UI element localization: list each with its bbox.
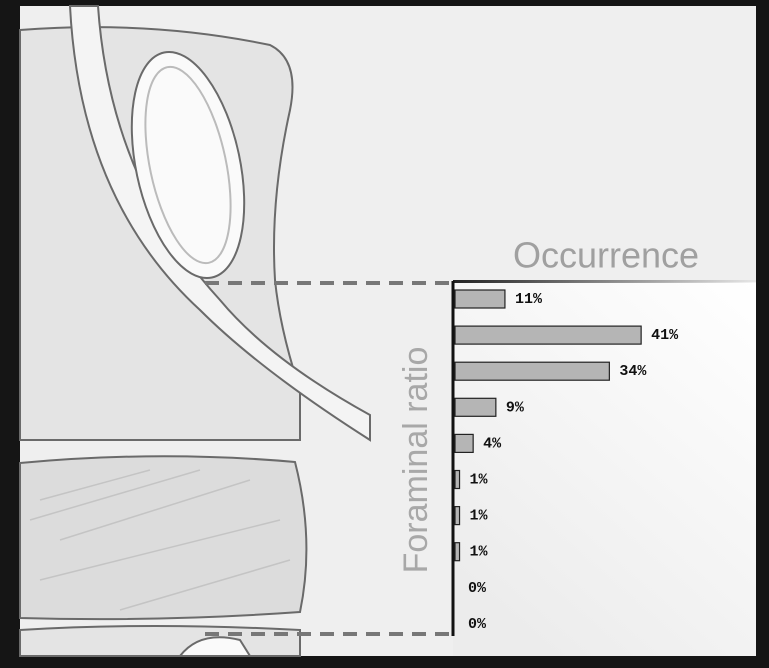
value-label: 11% (515, 291, 543, 308)
top-axis (453, 280, 769, 283)
value-label: 4% (483, 435, 502, 452)
value-label: 1% (470, 471, 489, 488)
bar (454, 542, 461, 562)
bar (454, 469, 461, 490)
value-label: 9% (506, 399, 525, 416)
bar (454, 289, 506, 309)
bar (454, 506, 461, 526)
value-label: 0% (468, 580, 487, 597)
value-label: 1% (470, 508, 489, 525)
bar (454, 433, 474, 453)
bar (454, 325, 642, 345)
chart-title: Occurrence (513, 235, 699, 276)
value-label: 0% (468, 616, 487, 633)
value-label: 34% (619, 363, 647, 380)
y-axis-label: Foraminal ratio (397, 347, 435, 574)
value-label: 1% (470, 544, 489, 561)
bar (454, 397, 497, 417)
bar (454, 361, 610, 381)
value-label: 41% (651, 327, 679, 344)
